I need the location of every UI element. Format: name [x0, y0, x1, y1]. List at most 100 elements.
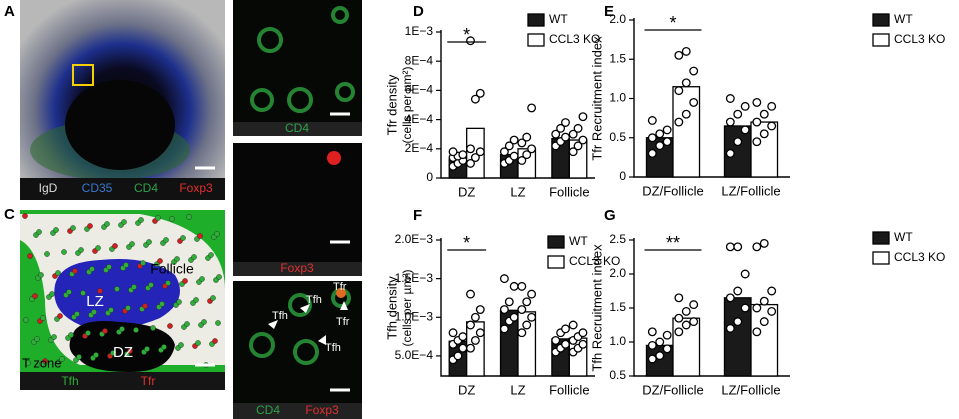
data-point	[448, 147, 458, 157]
cell-dot	[167, 323, 173, 329]
data-point	[740, 125, 750, 135]
data-point	[470, 312, 480, 322]
data-point	[733, 137, 743, 147]
y-tick-label: 1.5	[609, 300, 626, 314]
y-tick-label: 6E−4	[405, 83, 434, 97]
data-point	[522, 320, 532, 330]
data-point	[725, 148, 735, 158]
data-point	[578, 339, 588, 349]
data-point	[517, 305, 527, 314]
cell-dot	[176, 299, 182, 305]
data-point	[573, 123, 583, 133]
stain-label: IgD	[39, 181, 58, 195]
data-point	[655, 141, 665, 151]
data-point	[561, 339, 570, 349]
cell-dot	[74, 311, 80, 317]
legend-label: CCL3 KO	[569, 254, 620, 268]
x-tick-label: DZ/Follicle	[642, 382, 703, 397]
cell-dot	[159, 301, 165, 307]
x-tick-label: LZ	[510, 382, 525, 397]
data-point	[647, 133, 657, 143]
y-tick-label: 0	[619, 169, 626, 183]
arrow-label: Tfh	[272, 310, 288, 322]
cell-dot	[129, 241, 135, 247]
data-point	[509, 151, 519, 161]
cell-dot	[197, 233, 203, 239]
data-point	[674, 327, 684, 337]
data-point	[522, 297, 532, 307]
arrow-label: Tfh	[325, 342, 341, 354]
data-point	[689, 66, 699, 76]
data-point	[674, 117, 684, 127]
data-point	[662, 125, 672, 135]
cell-dot	[208, 252, 214, 258]
panel-label: C	[4, 206, 15, 223]
data-point	[725, 323, 735, 333]
stain-label: CD4	[285, 121, 309, 135]
data-point	[740, 101, 750, 111]
cell-dot	[106, 264, 112, 270]
micrograph-b	[233, 0, 362, 419]
cell-dot	[212, 338, 218, 344]
data-point	[561, 324, 570, 334]
cell-dot	[55, 270, 61, 276]
cell-dot	[163, 237, 169, 243]
cell-dot	[125, 305, 131, 311]
data-point	[674, 293, 684, 303]
stain-label: CD35	[82, 181, 113, 195]
cell-dot	[216, 274, 222, 280]
y-tick-label: 2.0E−3	[395, 232, 434, 246]
x-tick-label: Follicle	[549, 382, 589, 397]
bar	[750, 303, 779, 377]
legend-label: WT	[569, 234, 588, 248]
x-tick-label: LZ	[510, 184, 525, 199]
data-point	[681, 320, 691, 330]
y-tick-label: 1.0	[609, 91, 626, 105]
cell-dot	[27, 253, 33, 259]
legend-swatch	[547, 255, 565, 269]
y-axis-label: Tfh density	[384, 276, 399, 340]
cell-dot	[131, 284, 137, 290]
data-point	[527, 289, 537, 299]
data-point	[759, 109, 769, 119]
cell-dot	[102, 328, 108, 334]
data-point	[647, 354, 657, 364]
y-tick-label: 1.5E−3	[395, 271, 434, 285]
data-point	[759, 317, 769, 327]
data-point	[522, 150, 532, 160]
data-point	[509, 281, 519, 291]
legend-label: CCL3 KO	[549, 32, 600, 46]
data-point	[509, 312, 519, 322]
y-tick-label: 1.5	[609, 51, 626, 65]
data-point	[458, 332, 468, 342]
data-point	[647, 340, 657, 350]
data-point	[725, 293, 735, 303]
cell-dot	[80, 290, 86, 296]
cell-dot	[148, 282, 154, 288]
x-tick-label: DZ	[458, 382, 475, 397]
legend-swatch	[872, 251, 890, 265]
data-point	[568, 129, 578, 139]
cell-dot	[182, 278, 188, 284]
data-point	[517, 138, 527, 148]
y-tick-label: 0.5	[609, 130, 626, 144]
cell-dot	[214, 231, 220, 237]
data-point	[568, 320, 578, 330]
cell-dot	[108, 307, 114, 313]
region-label: DZ	[113, 344, 133, 361]
cell-dot	[23, 317, 29, 323]
y-tick-label: 2.0	[609, 12, 626, 26]
data-point	[561, 132, 570, 142]
cell-dot	[76, 354, 82, 360]
stain-label: Foxp3	[179, 181, 213, 195]
cell-dot	[201, 319, 207, 325]
y-tick-label: 2.5	[609, 232, 626, 246]
data-point	[578, 112, 588, 122]
data-point	[689, 300, 699, 310]
bar	[517, 311, 537, 377]
data-point	[733, 109, 743, 119]
data-point	[466, 158, 475, 168]
cell-dot	[133, 327, 139, 333]
legend-swatch	[872, 33, 890, 47]
